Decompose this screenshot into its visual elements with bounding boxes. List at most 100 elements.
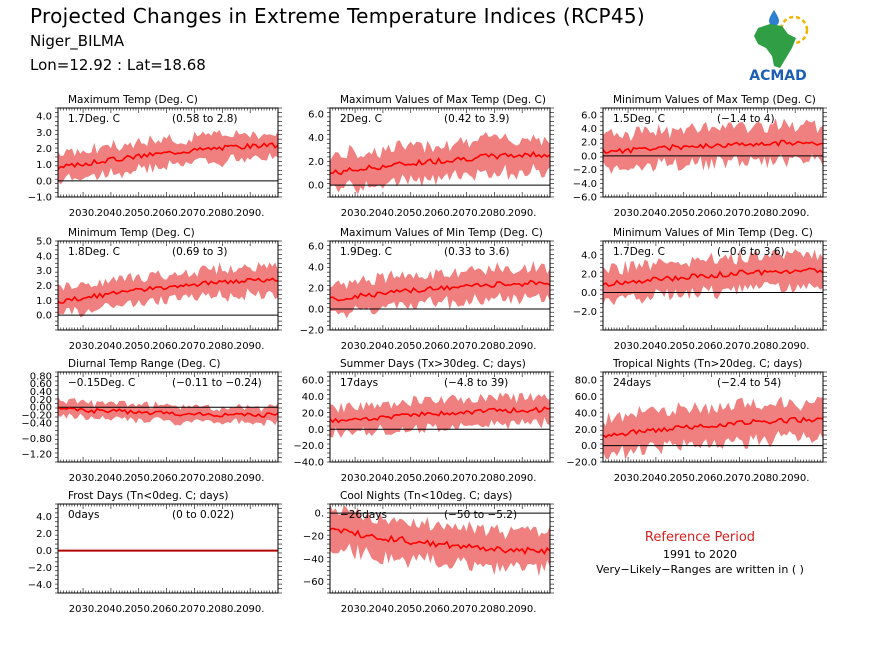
station-name: Niger_BILMA [30, 32, 125, 50]
y-tick-label: 0.0 [36, 176, 52, 187]
mean-change-label: −26days [340, 509, 387, 521]
x-tick-label: 2050. [396, 208, 425, 219]
x-tick-label: 2070. [452, 604, 481, 615]
x-tick-label: 2090. [236, 473, 265, 484]
y-tick-label: −6.0 [573, 193, 597, 204]
chart-title: Frost Days (Tn<0deg. C; days) [68, 490, 228, 502]
x-tick-label: 2050. [124, 473, 153, 484]
x-tick-label: 2090. [508, 208, 537, 219]
x-tick-label: 2040. [97, 604, 126, 615]
mean-change-label: 1.9Deg. C [340, 246, 392, 258]
x-tick-label: 2050. [124, 208, 153, 219]
y-tick-label: 2.0 [308, 157, 324, 168]
x-tick-label: 2030. [614, 473, 643, 484]
x-tick-label: 2030. [341, 604, 370, 615]
chart-title: Summer Days (Tx>30deg. C; days) [340, 358, 526, 370]
chart-title: Cool Nights (Tn<10deg. C; days) [340, 490, 512, 502]
x-tick-label: 2090. [508, 341, 537, 352]
x-tick-label: 2030. [69, 208, 98, 219]
reference-period-years: 1991 to 2020 [662, 548, 738, 561]
chart-fd: 4.0 2.0 0.0 −2.0 −4.0 2030. 2040. 2050. 2060. 207… [28, 490, 282, 615]
x-tick-label: 2090. [236, 604, 265, 615]
y-tick-label: 5.0 [36, 237, 52, 248]
x-tick-label: 2080. [208, 208, 237, 219]
x-tick-label: 2030. [614, 208, 643, 219]
x-tick-label: 2090. [781, 208, 810, 219]
likely-range-band [603, 396, 823, 460]
y-tick-label: 4.0 [36, 512, 52, 523]
x-tick-label: 2070. [452, 341, 481, 352]
y-tick-label: −40.0 [293, 458, 324, 469]
y-tick-label: 20.0 [575, 425, 597, 436]
x-tick-label: 2060. [152, 208, 181, 219]
x-tick-label: 2070. [452, 208, 481, 219]
y-tick-label: 6.0 [581, 110, 597, 121]
x-tick-label: 2080. [480, 473, 509, 484]
likely-range-band [58, 262, 278, 318]
y-tick-label: −1.0 [28, 193, 52, 204]
x-tick-label: 2040. [97, 208, 126, 219]
y-tick-label: 4.0 [581, 124, 597, 135]
y-tick-label: −4.0 [573, 179, 597, 190]
x-tick-label: 2060. [424, 208, 453, 219]
x-tick-label: 2080. [753, 341, 782, 352]
x-tick-label: 2030. [341, 341, 370, 352]
mean-series-line [602, 139, 824, 155]
reference-period-title: Reference Period [644, 530, 756, 545]
y-tick-label: −2.0 [28, 563, 52, 574]
x-tick-label: 2040. [369, 473, 398, 484]
y-tick-label: −4.0 [28, 580, 52, 591]
mean-change-label: 2Deg. C [340, 113, 382, 125]
water-drop-icon [769, 10, 779, 26]
y-tick-label: −0.20 [21, 411, 52, 422]
y-tick-label: 0.00 [30, 403, 52, 414]
x-tick-label: 2040. [642, 341, 671, 352]
x-tick-label: 2090. [781, 473, 810, 484]
x-tick-label: 2060. [424, 604, 453, 615]
x-tick-label: 2080. [480, 604, 509, 615]
x-tick-label: 2050. [669, 341, 698, 352]
africa-continent-icon [754, 24, 796, 68]
y-tick-label: 40.0 [575, 408, 597, 419]
y-tick-label: −20.0 [566, 458, 597, 469]
chart-title: Diurnal Temp Range (Deg. C) [68, 358, 220, 370]
y-tick-label: 20.0 [302, 408, 324, 419]
y-tick-label: −40 [303, 554, 324, 565]
y-tick-label: 0.0 [581, 441, 597, 452]
x-tick-label: 2060. [697, 473, 726, 484]
x-tick-label: 2050. [124, 341, 153, 352]
y-tick-label: 1.0 [36, 160, 52, 171]
x-tick-label: 2050. [396, 604, 425, 615]
x-tick-label: 2060. [697, 208, 726, 219]
mean-change-label: 24days [613, 377, 651, 389]
x-tick-label: 2080. [480, 341, 509, 352]
y-tick-label: −2.0 [300, 326, 324, 337]
chart-title: Maximum Values of Min Temp (Deg. C) [340, 227, 543, 239]
mean-change-label: −0.15Deg. C [68, 377, 135, 389]
y-tick-label: 4.0 [36, 112, 52, 123]
likely-range-band [58, 129, 278, 185]
x-tick-label: 2060. [152, 341, 181, 352]
x-tick-label: 2090. [781, 341, 810, 352]
mean-series-line [329, 406, 551, 424]
y-tick-label: 2.0 [36, 529, 52, 540]
mean-series-line [602, 416, 824, 439]
y-tick-label: 0.0 [308, 181, 324, 192]
y-tick-label: −0.80 [21, 434, 52, 445]
x-tick-label: 2070. [452, 473, 481, 484]
likely-range-label: (0.42 to 3.9) [444, 113, 510, 125]
x-tick-label: 2090. [508, 604, 537, 615]
x-tick-label: 2070. [725, 473, 754, 484]
y-tick-label: 6.0 [308, 242, 324, 253]
x-tick-label: 2050. [396, 341, 425, 352]
x-tick-label: 2070. [180, 208, 209, 219]
y-tick-label: 4.0 [308, 133, 324, 144]
x-tick-label: 2060. [424, 341, 453, 352]
y-tick-label: 2.0 [581, 269, 597, 280]
likely-range-label: (0.33 to 3.6) [444, 246, 510, 258]
